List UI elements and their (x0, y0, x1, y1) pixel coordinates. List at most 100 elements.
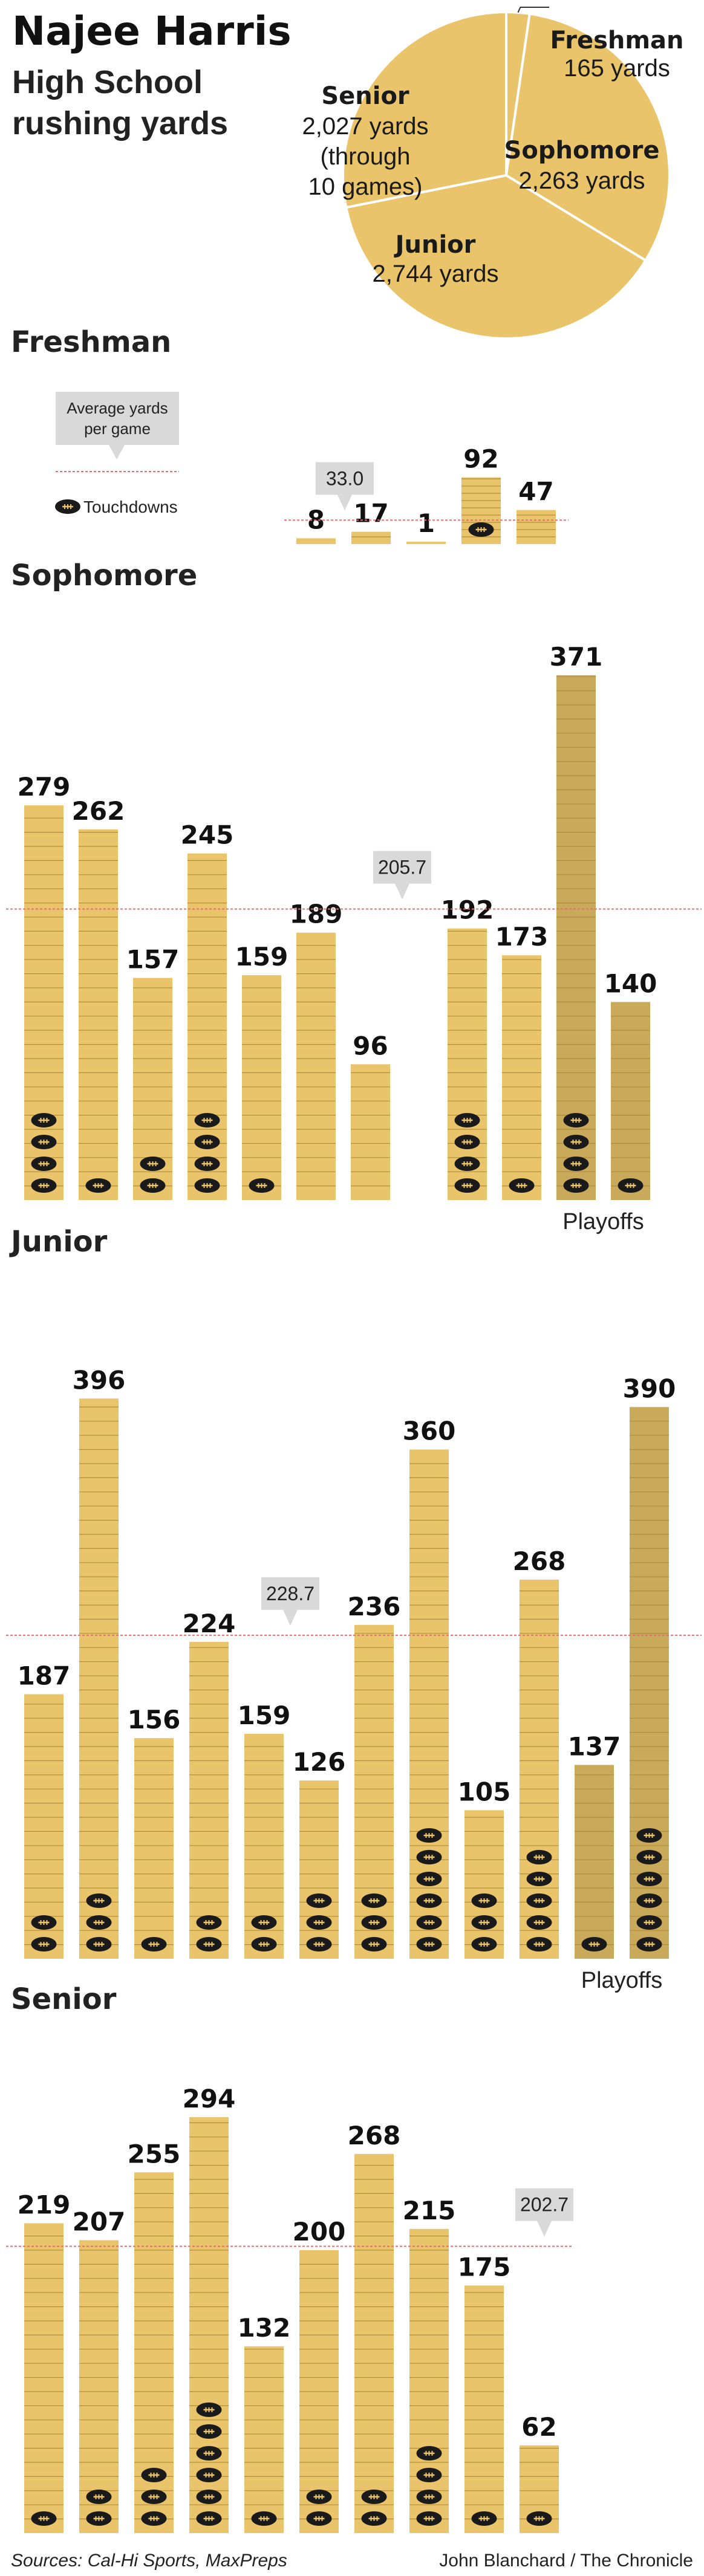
value-label-junior-game-10: 268 (513, 1546, 566, 1576)
touchdown-icon-sophomore-game-5-1 (249, 1178, 275, 1193)
value-label-junior-game-11: 137 (568, 1731, 621, 1761)
value-label-junior-game-5: 159 (238, 1701, 291, 1730)
touchdown-icon-senior-game-4-5 (196, 2424, 222, 2439)
bar-junior-game-1 (24, 1694, 64, 1959)
touchdown-icon-junior-game-8-1 (416, 1937, 442, 1951)
touchdown-icon-junior-game-2-3 (86, 1893, 112, 1908)
value-label-sophomore-game-7: 96 (353, 1031, 388, 1060)
touchdown-icon-sophomore-game-4-2 (194, 1157, 220, 1171)
touchdown-icon-junior-game-7-2 (361, 1915, 387, 1930)
bar-junior-game-11 (575, 1765, 614, 1959)
legend-touchdowns-label: Touchdowns (83, 498, 178, 516)
touchdown-icon-junior-game-9-3 (471, 1893, 497, 1908)
pie-slice-junior (344, 174, 648, 340)
average-callout-pointer-senior (537, 2221, 552, 2237)
value-label-sophomore-game-10: 371 (550, 642, 603, 672)
bar-sophomore-game-1 (24, 805, 64, 1200)
touchdown-icon-sophomore-game-4-4 (194, 1113, 220, 1127)
section-title-sophomore: Sophomore (11, 559, 197, 592)
bar-sophomore-game-6 (296, 932, 336, 1200)
value-label-sophomore-game-5: 159 (235, 942, 288, 972)
touchdown-icon-junior-game-1-1 (31, 1937, 57, 1951)
value-label-senior-game-7: 268 (348, 2121, 401, 2150)
value-label-freshman-game-2: 17 (353, 499, 388, 528)
bar-junior-game-9 (464, 1810, 504, 1959)
bar-sophomore-game-2 (79, 829, 118, 1200)
value-label-sophomore-game-8: 192 (441, 895, 494, 925)
value-label-senior-game-1: 219 (18, 2190, 71, 2220)
average-callout-junior (261, 1577, 319, 1610)
touchdown-icon-sophomore-game-8-2 (454, 1157, 480, 1171)
touchdown-icon-junior-game-2-1 (86, 1937, 112, 1951)
value-label-sophomore-game-2: 262 (72, 796, 125, 826)
value-label-junior-game-1: 187 (18, 1661, 71, 1690)
bar-junior-game-2 (79, 1398, 119, 1959)
chart-subtitle-line1: High School (12, 64, 203, 100)
bar-freshman-game-2 (351, 531, 391, 544)
touchdown-icon-junior-game-4-1 (196, 1937, 222, 1951)
touchdown-icon-senior-game-4-2 (196, 2490, 222, 2504)
touchdown-icon-senior-game-8-3 (416, 2468, 442, 2482)
touchdown-icon-junior-game-12-6 (636, 1828, 662, 1843)
bar-junior-game-6 (299, 1780, 339, 1959)
bar-senior-game-1 (24, 2223, 64, 2533)
touchdown-icon-senior-game-8-2 (416, 2490, 442, 2504)
pie-slice-sophomore (504, 12, 671, 262)
pie-label-senior-note2: 10 games) (308, 174, 423, 200)
touchdown-icon-senior-game-4-3 (196, 2468, 222, 2482)
bar-freshman-game-3 (406, 542, 446, 544)
touchdown-icon-junior-game-1-2 (31, 1915, 57, 1930)
value-label-senior-game-2: 207 (73, 2207, 126, 2237)
touchdown-icon-junior-game-11-1 (581, 1937, 607, 1951)
value-label-junior-game-6: 126 (293, 1747, 346, 1777)
pie-label-sophomore-name: Sophomore (504, 137, 660, 164)
touchdown-icon-freshman-game-4-1 (468, 522, 494, 537)
touchdown-icon-senior-game-4-4 (196, 2446, 222, 2461)
touchdown-icon-junior-game-3-1 (141, 1937, 167, 1951)
touchdown-icon-junior-game-10-3 (526, 1893, 552, 1908)
touchdown-icon-sophomore-game-10-1 (563, 1178, 589, 1193)
bar-sophomore-game-5 (242, 975, 281, 1200)
touchdown-icon-senior-game-3-1 (141, 2511, 167, 2526)
bar-senior-game-9 (464, 2285, 504, 2533)
touchdown-icon-junior-game-8-2 (416, 1915, 442, 1930)
value-label-junior-game-8: 360 (403, 1416, 456, 1446)
touchdown-icon-sophomore-game-2-1 (85, 1178, 111, 1193)
value-label-junior-game-4: 224 (183, 1609, 236, 1638)
touchdown-icon-senior-game-9-1 (471, 2511, 497, 2526)
pie-label-senior-yards: 2,027 yards (302, 113, 428, 140)
touchdown-icon-sophomore-game-4-3 (194, 1135, 220, 1149)
touchdown-icon-junior-game-2-2 (86, 1915, 112, 1930)
section-title-freshman: Freshman (11, 325, 171, 359)
average-callout-senior (515, 2188, 573, 2221)
touchdown-icon-junior-game-8-6 (416, 1828, 442, 1843)
touchdown-icon-junior-game-12-4 (636, 1872, 662, 1886)
bar-junior-game-3 (134, 1737, 174, 1959)
average-callout-sophomore (373, 851, 431, 884)
touchdown-icon-junior-game-5-2 (251, 1915, 277, 1930)
value-label-freshman-game-3: 1 (417, 508, 435, 538)
bar-sophomore-game-7 (351, 1064, 390, 1200)
section-title-junior: Junior (9, 1225, 108, 1259)
value-label-senior-game-8: 215 (403, 2196, 456, 2225)
legend-football-icon (55, 499, 80, 514)
average-value-freshman: 33.0 (326, 467, 363, 489)
touchdown-icon-sophomore-game-10-2 (563, 1157, 589, 1171)
legend-average-line2: per game (84, 420, 151, 438)
bar-senior-game-4 (189, 2117, 229, 2533)
pie-label-senior-note1: (through (321, 143, 411, 170)
value-label-sophomore-game-6: 189 (290, 900, 343, 929)
touchdown-icon-junior-game-10-1 (526, 1937, 552, 1951)
touchdown-icon-junior-game-6-3 (306, 1893, 332, 1908)
touchdown-icon-sophomore-game-8-1 (454, 1178, 480, 1193)
bar-freshman-game-5 (517, 510, 556, 544)
value-label-junior-game-7: 236 (348, 1592, 401, 1621)
touchdown-icon-sophomore-game-1-3 (31, 1135, 57, 1149)
value-label-sophomore-game-9: 173 (495, 922, 549, 952)
bar-senior-game-7 (354, 2153, 394, 2533)
touchdown-icon-junior-game-12-1 (636, 1937, 662, 1951)
value-label-sophomore-game-4: 245 (181, 820, 234, 850)
